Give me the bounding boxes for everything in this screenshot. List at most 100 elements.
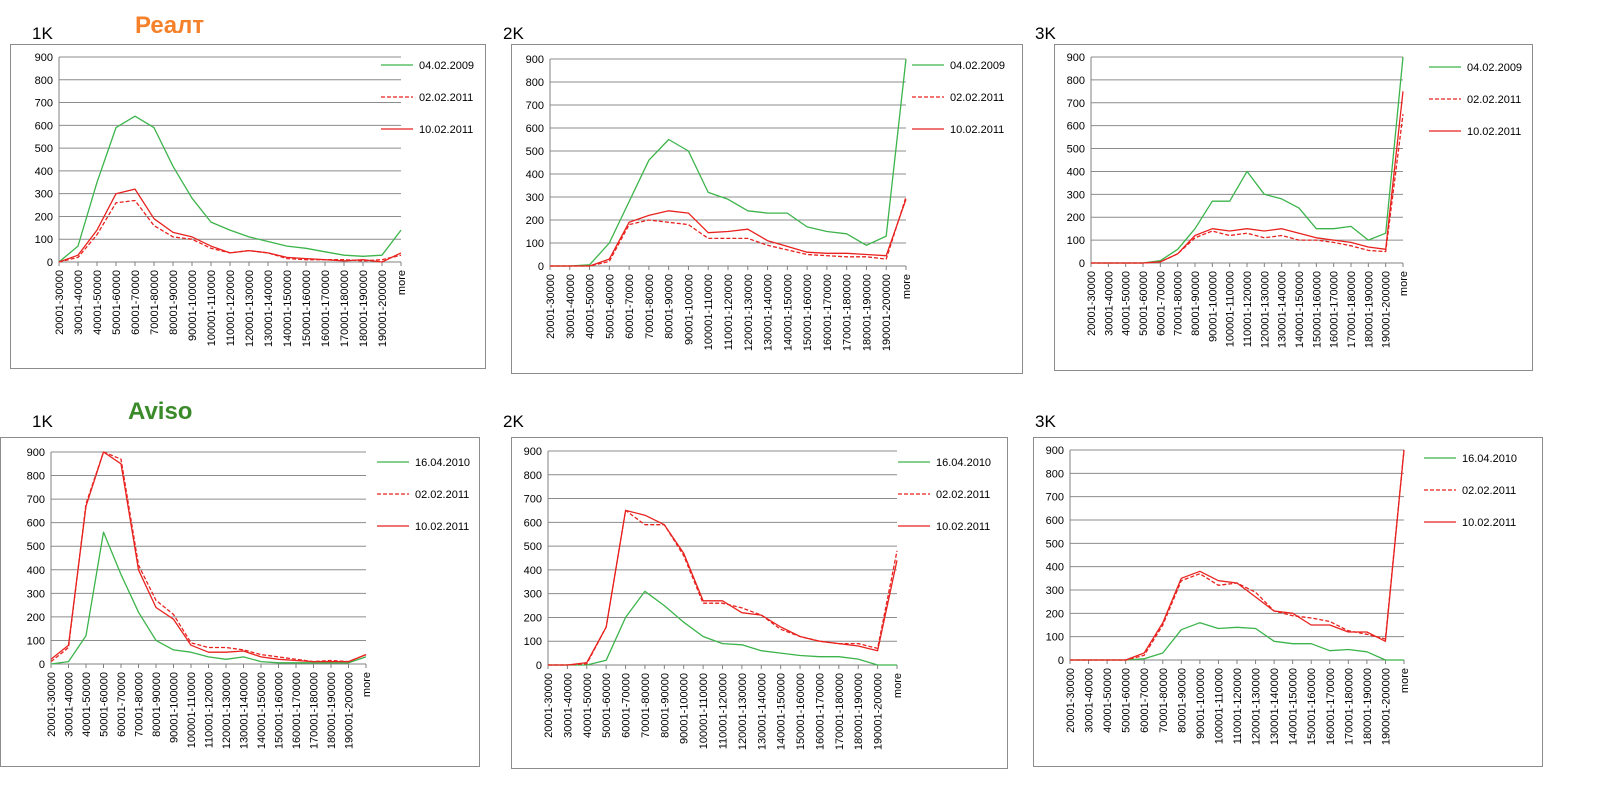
x-tick-label: 170001-180000 — [1346, 271, 1358, 348]
x-tick-label: 130001-140000 — [756, 673, 768, 750]
x-tick-label: 110001-120000 — [204, 672, 216, 748]
x-tick-label: 80001-90000 — [664, 274, 676, 339]
y-tick-label: 600 — [1067, 121, 1085, 133]
legend-entry: 04.02.2009 — [419, 60, 474, 72]
chart-svg: 0 100 200 300 400 500 600 700 800 900 20001-30000 3… — [27, 447, 470, 749]
x-tick-label: 60001-70000 — [624, 274, 636, 339]
y-tick-label: 0 — [47, 257, 53, 269]
x-tick-label: 30001-40000 — [73, 270, 85, 335]
x-tick-label: 70001-80000 — [1173, 271, 1185, 336]
x-tick-label: 20001-30000 — [1086, 271, 1098, 336]
y-tick-label: 0 — [39, 659, 45, 671]
x-tick-label: 140001-150000 — [776, 673, 788, 750]
x-tick-label: 100001-110000 — [703, 274, 715, 350]
y-tick-label: 700 — [526, 100, 544, 112]
series-line-02-02-2011 — [1091, 114, 1404, 264]
x-tick-label: 80001-90000 — [168, 270, 180, 335]
x-tick-label: 130001-140000 — [763, 274, 775, 351]
x-tick-label: 30001-40000 — [562, 673, 574, 738]
x-tick-label: 80001-90000 — [659, 673, 671, 738]
y-tick-label: 200 — [1046, 608, 1064, 620]
x-tick-label: 170001-180000 — [1343, 668, 1355, 745]
x-tick-label: 110001-120000 — [1232, 668, 1244, 744]
x-tick-label: 90001-100000 — [1195, 668, 1207, 739]
x-tick-label: 120001-130000 — [1259, 271, 1271, 348]
chart-realt-1k: 0 100 200 300 400 500 600 700 800 900 20001-30000 3… — [10, 44, 486, 369]
x-tick-label: 110001-120000 — [1242, 271, 1254, 347]
x-tick-label: 170001-180000 — [834, 673, 846, 750]
x-tick-label: 180001-190000 — [1362, 668, 1374, 745]
series-line-10-02-2011 — [548, 509, 898, 666]
y-tick-label: 400 — [1046, 562, 1064, 574]
x-tick-label: 90001-100000 — [169, 672, 181, 743]
y-tick-label: 600 — [1046, 515, 1064, 527]
panel-label-aviso-3k: 3K — [1035, 412, 1056, 431]
series-line-04-02-2009 — [550, 58, 907, 267]
y-tick-label: 800 — [1046, 468, 1064, 480]
x-tick-label: 40001-50000 — [81, 672, 93, 737]
x-tick-label: 50001-60000 — [99, 672, 111, 737]
x-tick-label: 80001-90000 — [1190, 271, 1202, 336]
group-title-aviso: Aviso — [128, 398, 193, 425]
series-line-04-02-2009 — [1091, 56, 1404, 264]
y-tick-label: 300 — [35, 189, 53, 201]
x-tick-label: 40001-50000 — [92, 270, 104, 335]
y-tick-label: 100 — [1067, 235, 1085, 247]
x-tick-label: 100001-110000 — [1213, 668, 1225, 744]
x-tick-label: 190001-200000 — [1381, 271, 1393, 348]
x-tick-label: 150001-160000 — [274, 672, 286, 749]
x-tick-label: 150001-160000 — [1311, 271, 1323, 348]
x-tick-label: 90001-100000 — [683, 274, 695, 345]
x-tick-label: 80001-90000 — [151, 672, 163, 737]
y-tick-label: 100 — [1046, 632, 1064, 644]
y-tick-label: 100 — [27, 635, 45, 647]
x-tick-label: 160001-170000 — [320, 270, 332, 347]
y-tick-label: 200 — [35, 211, 53, 223]
x-tick-label: 60001-70000 — [621, 673, 633, 738]
legend-entry: 10.02.2011 — [936, 521, 990, 533]
y-tick-label: 500 — [526, 146, 544, 158]
x-tick-label: 150001-160000 — [1306, 668, 1318, 745]
y-tick-label: 900 — [1067, 52, 1085, 64]
series-line-16-04-2010 — [50, 531, 367, 665]
x-tick-label: 160001-170000 — [291, 672, 303, 749]
x-tick-label: 170001-180000 — [309, 672, 321, 749]
x-tick-label: 100001-110000 — [206, 270, 218, 346]
legend-entry: 02.02.2011 — [1462, 485, 1516, 497]
x-tick-label: 20001-30000 — [54, 270, 66, 335]
y-tick-label: 700 — [1067, 98, 1085, 110]
series-line-10-02-2011 — [50, 451, 367, 663]
x-tick-label: 140001-150000 — [1294, 271, 1306, 348]
legend-entry: 16.04.2010 — [415, 457, 470, 469]
y-tick-label: 300 — [1067, 189, 1085, 201]
x-tick-label: 20001-30000 — [543, 673, 555, 738]
x-tick-label: 50001-60000 — [1121, 668, 1133, 733]
y-tick-label: 900 — [526, 54, 544, 66]
x-tick-label: 170001-180000 — [339, 270, 351, 347]
x-tick-label: 60001-70000 — [130, 270, 142, 335]
y-tick-label: 400 — [1067, 166, 1085, 178]
x-tick-label: more — [901, 274, 913, 299]
y-tick-label: 300 — [1046, 585, 1064, 597]
legend-entry: 02.02.2011 — [419, 92, 473, 104]
x-tick-label: 50001-60000 — [1138, 271, 1150, 336]
panel-label-aviso-1k: 1K — [32, 412, 53, 431]
legend-entry: 02.02.2011 — [415, 489, 469, 501]
series-line-16-04-2010 — [1070, 622, 1404, 661]
x-tick-label: 90001-100000 — [187, 270, 199, 341]
legend-entry: 10.02.2011 — [950, 124, 1004, 136]
legend-entry: 02.02.2011 — [950, 92, 1004, 104]
x-tick-label: 100001-110000 — [698, 673, 710, 749]
series-line-02-02-2011 — [1070, 449, 1405, 661]
x-tick-label: 150001-160000 — [795, 673, 807, 750]
x-tick-label: 120001-130000 — [1251, 668, 1263, 745]
y-tick-label: 300 — [27, 588, 45, 600]
x-tick-label: 110001-120000 — [718, 673, 730, 749]
y-tick-label: 600 — [524, 517, 542, 529]
x-tick-label: 50001-60000 — [604, 274, 616, 339]
chart-realt-3k: 0 100 200 300 400 500 600 700 800 900 20001-30000 3… — [1054, 44, 1533, 371]
x-tick-label: 30001-40000 — [1084, 668, 1096, 733]
series-line-04-02-2009 — [58, 115, 402, 263]
chart-svg: 0 100 200 300 400 500 600 700 800 900 20001-30000 3… — [35, 52, 474, 347]
y-tick-label: 700 — [35, 98, 53, 110]
